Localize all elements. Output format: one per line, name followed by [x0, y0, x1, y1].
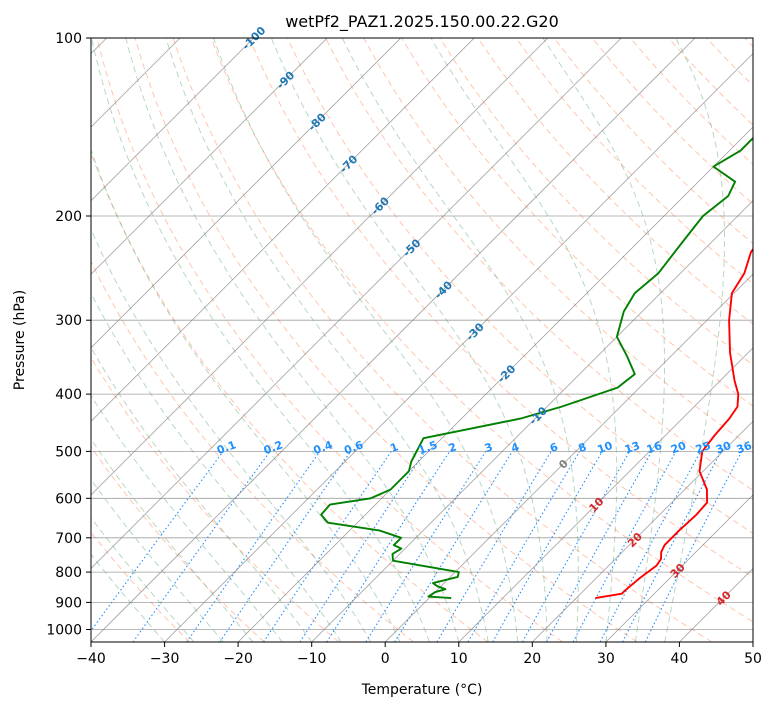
- isotherm-line: [532, 38, 775, 642]
- moist-adiabat: [36, 38, 371, 642]
- isotherm-label: -60: [369, 194, 392, 217]
- isotherm-label: -50: [400, 236, 423, 259]
- y-tick-label: 600: [55, 491, 82, 507]
- y-tick-label: 1000: [46, 623, 82, 639]
- dry-adiabat: [0, 38, 264, 642]
- y-tick-label: 800: [55, 565, 82, 581]
- chart-title: wetPf2_PAZ1.2025.150.00.22.G20: [285, 12, 559, 32]
- mixing-ratio-label: 0.4: [312, 438, 335, 457]
- mixing-ratio-label: 13: [623, 439, 642, 456]
- isotherm-label: -10: [527, 404, 550, 427]
- mixing-ratio-label: 10: [596, 439, 615, 457]
- moist-adiabat: [0, 38, 223, 642]
- moist-adiabat: [0, 38, 312, 642]
- mixing-ratio-label: 0.2: [262, 438, 285, 457]
- mixing-ratio-line: [523, 451, 630, 642]
- isotherm-label: -70: [337, 152, 360, 175]
- y-axis-label: Pressure (hPa): [12, 290, 28, 390]
- isotherm-line: [385, 38, 775, 642]
- mixing-ratio-label: 20: [669, 439, 688, 457]
- isotherm-line: [679, 38, 775, 642]
- y-tick-label: 400: [55, 387, 82, 403]
- moist-adiabat: [92, 38, 430, 642]
- isotherm-label: -20: [495, 362, 518, 385]
- moist-adiabat: [166, 38, 488, 642]
- isotherm-label: 20: [625, 530, 645, 550]
- isotherm-line: [0, 38, 401, 642]
- moist-adiabat: [665, 38, 725, 642]
- dry-adiabat: [21, 38, 414, 642]
- mixing-ratio-line: [645, 451, 742, 642]
- mixing-ratio-label: 36: [735, 439, 754, 457]
- isotherm-line: [312, 38, 775, 642]
- y-tick-label: 200: [55, 209, 82, 225]
- plot-frame: [91, 38, 753, 642]
- dry-adiabat: [97, 38, 563, 642]
- dry-adiabat: [745, 38, 775, 642]
- moist-adiabat: [0, 38, 194, 642]
- mixing-ratio-line: [83, 451, 223, 642]
- x-tick-label: 40: [670, 651, 688, 667]
- dry-adiabat: [668, 38, 775, 642]
- x-tick-label: 20: [523, 651, 541, 667]
- y-tick-label: 500: [55, 444, 82, 460]
- dry-adiabat: [0, 38, 339, 642]
- isotherm-line: [165, 38, 769, 642]
- mixing-ratio-line: [468, 451, 580, 642]
- x-tick-label: 50: [744, 651, 762, 667]
- isotherm-line: [459, 38, 775, 642]
- moist-adiabat: [126, 38, 459, 642]
- y-tick-label: 900: [55, 595, 82, 611]
- x-tick-label: −20: [223, 651, 253, 667]
- y-tick-label: 300: [55, 313, 82, 329]
- line-labels: -100-90-80-70-60-50-40-30-20-10010203040…: [215, 24, 754, 609]
- moist-adiabat: [62, 38, 400, 642]
- mixing-ratio-label: 4: [509, 440, 521, 455]
- isotherm-label: -40: [432, 278, 455, 301]
- y-tick-label: 700: [55, 531, 82, 547]
- mixing-ratio-line: [437, 451, 551, 642]
- dry-adiabat: [516, 38, 775, 642]
- mixing-ratio-line: [327, 451, 450, 642]
- isotherm-label: 40: [714, 588, 734, 608]
- dry-adiabat: [0, 38, 190, 642]
- x-tick-label: 30: [597, 651, 615, 667]
- mixing-ratio-line: [600, 451, 701, 642]
- isotherm-label: -80: [306, 110, 329, 133]
- dry-adiabat: [707, 38, 775, 642]
- x-tick-label: −30: [150, 651, 180, 667]
- x-tick-label: −10: [297, 651, 327, 667]
- isotherm-label: -30: [464, 320, 487, 343]
- mixing-ratio-line: [573, 451, 676, 642]
- x-tick-label: −40: [76, 651, 106, 667]
- moist-adiabat: [0, 38, 253, 642]
- isotherm-label: 10: [587, 495, 607, 515]
- isotherm-line: [0, 38, 254, 642]
- y-tick-label: 100: [55, 31, 82, 47]
- x-tick-label: 10: [450, 651, 468, 667]
- mixing-ratio-label: 3: [483, 440, 495, 455]
- mixing-ratio-line: [264, 451, 392, 642]
- mixing-ratio-line: [220, 451, 351, 642]
- dry-adiabat: [59, 38, 488, 642]
- mixing-ratio-label: 30: [714, 439, 733, 457]
- mixing-ratio-label: 1: [388, 440, 400, 455]
- background-lines: [0, 38, 775, 642]
- mixing-ratio-line: [300, 451, 425, 642]
- isotherm-line: [753, 38, 775, 642]
- mixing-ratio-label: 1.5: [416, 438, 439, 457]
- x-axis-label: Temperature (°C): [361, 682, 483, 698]
- moist-adiabat: [12, 38, 341, 642]
- x-tick-label: 0: [381, 651, 390, 667]
- mixing-ratio-line: [366, 451, 486, 642]
